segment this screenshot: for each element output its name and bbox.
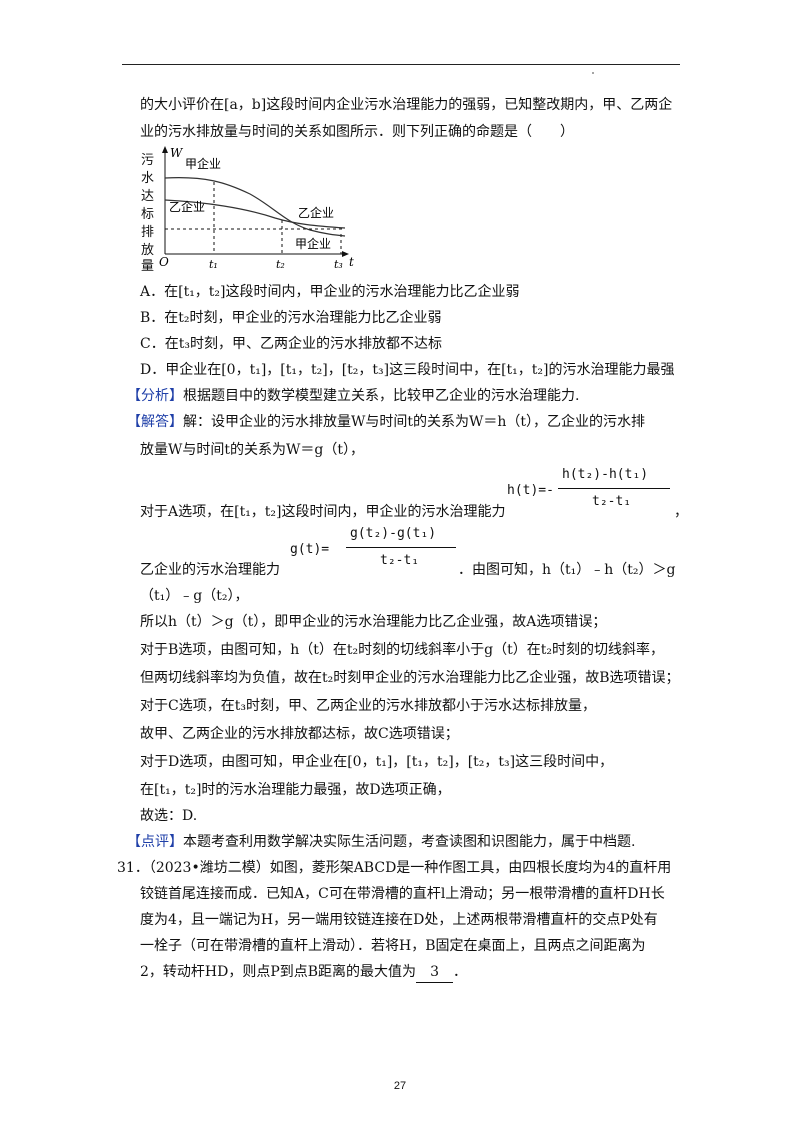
solution-line-5: （t₁）﹣g（t₂），	[140, 588, 249, 604]
formula-g-lhs: g(t)=	[290, 542, 330, 557]
option-b: B．在t₂时刻，甲企业的污水治理能力比乙企业弱	[140, 310, 442, 326]
solution-line-2: 放量W与时间t的关系为W＝g（t），	[140, 442, 364, 458]
formula-h-bar	[558, 488, 670, 489]
solution-line-11: 对于D选项，由图可知，甲企业在[0，t₁]，[t₁，t₂]，[t₂，t₃]这三段…	[140, 754, 614, 770]
q31-line-2: 铰链首尾连接而成．已知A，C可在带滑槽的直杆l上滑动；另一根带滑槽的直杆DH长	[140, 886, 665, 902]
solution-line-6: 所以h（t）＞g（t），即甲企业的污水治理能力比乙企业强，故A选项错误；	[140, 614, 607, 630]
intro-line-1: 的大小评价在[a，b]这段时间内企业污水治理能力的强弱，已知整改期内，甲、乙两企	[140, 97, 673, 113]
solution-line-3-end: ，	[674, 504, 688, 520]
solution-line-1: 【解答】解：设甲企业的污水排放量W与时间t的关系为W＝h（t），乙企业的污水排	[127, 412, 645, 432]
solution-line-8: 但两切线斜率均为负值，故在t₂时刻甲企业的污水治理能力比乙企业强，故B选项错误；	[140, 670, 680, 686]
y-axis-label: W	[170, 146, 184, 160]
curve-yi	[164, 199, 346, 229]
y-desc-char-1: 水	[141, 171, 154, 186]
analysis-text: 根据题目中的数学模型建立关系，比较甲乙企业的污水治理能力.	[183, 388, 580, 404]
solution-line-7: 对于B选项，由图可知，h（t）在t₂时刻的切线斜率小于g（t）在t₂时刻的切线斜…	[140, 642, 664, 658]
solution-line-12: 在[t₁，t₂]时的污水治理能力最强，故D选项正确，	[140, 782, 451, 798]
option-c: C．在t₃时刻，甲、乙两企业的污水排放都不达标	[140, 336, 442, 352]
formula-g-bar	[346, 547, 456, 548]
q31-line-5-text: 2，转动杆HD，则点P到点B距离的最大值为	[140, 964, 417, 980]
q31-line-3: 度为4，且一端记为H，另一端用铰链连接在D处，上述两根带滑槽直杆的交点P处有	[140, 912, 658, 928]
y-desc-char-4: 排	[141, 225, 154, 240]
q31-line-5: 2，转动杆HD，则点P到点B距离的最大值为 3 ．	[140, 962, 467, 983]
formula-g-denominator: t₂-t₁	[380, 553, 420, 568]
analysis-tag: 【分析】	[127, 388, 183, 404]
comment-text: 本题考查利用数学解决实际生活问题，考查读图和识图能力，属于中档题.	[183, 834, 636, 850]
option-a: A．在[t₁，t₂]这段时间内，甲企业的污水治理能力比乙企业弱	[140, 284, 520, 300]
q31-line-4: 一栓子（可在带滑槽的直杆上滑动）．若将H，B固定在桌面上，且两点之间距离为	[140, 938, 646, 954]
y-desc-char-3: 标	[141, 207, 154, 222]
origin-label: O	[159, 255, 169, 269]
solution-text-1: 解：设甲企业的污水排放量W与时间t的关系为W＝h（t），乙企业的污水排	[183, 414, 646, 430]
page-number: 27	[393, 1080, 407, 1092]
q31-line-5-end: ．	[452, 964, 467, 980]
y-desc-char-6: 量	[141, 259, 154, 272]
tick-t2: t₂	[276, 258, 285, 271]
formula-h-denominator: t₂-t₁	[592, 494, 632, 509]
x-axis-label: t	[349, 255, 354, 269]
label-yi: 乙企业	[169, 199, 205, 214]
solution-line-3: 对于A选项，在[t₁，t₂]这段时间内，甲企业的污水治理能力	[140, 504, 506, 520]
analysis: 【分析】根据题目中的数学模型建立关系，比较甲乙企业的污水治理能力.	[127, 386, 579, 406]
q31-line-1: 31．（2023•潍坊二模）如图，菱形架ABCD是一种作图工具，由四根长度均为4…	[117, 860, 672, 876]
option-d: D．甲企业在[0，t₁]，[t₁，t₂]，[t₂，t₃]这三段时间中，在[t₁，…	[140, 362, 675, 378]
y-desc-char-5: 放	[141, 243, 154, 258]
solution-line-9: 对于C选项，在t₃时刻，甲、乙两企业的污水排放都小于污水达标排放量，	[140, 698, 596, 714]
label-jia: 甲企业	[185, 156, 221, 171]
comment: 【点评】本题考查利用数学解决实际生活问题，考查读图和识图能力，属于中档题.	[127, 832, 635, 852]
header-dot	[592, 72, 594, 74]
y-description: 污 水 达 标 排 放 量	[141, 153, 154, 272]
y-desc-char-2: 达	[141, 189, 154, 204]
formula-h-lhs: h(t)=-	[507, 483, 554, 498]
solution-line-13: 故选：D.	[140, 808, 198, 824]
solution-line-4: 乙企业的污水治理能力	[140, 562, 280, 578]
pollution-figure: 污 水 达 标 排 放 量 W O t t₁ t₂ t₃ 甲企业 乙企业 乙企业…	[141, 146, 354, 272]
intro-line-2: 业的污水排放量与时间的关系如图所示．则下列正确的命题是（ ）	[140, 124, 574, 140]
y-axis-arrow	[162, 146, 168, 153]
curve-jia	[164, 177, 346, 237]
formula-h-numerator: h(t₂)-h(t₁)	[562, 467, 649, 482]
label-jia-right: 甲企业	[295, 236, 331, 251]
q31-answer: 3	[416, 962, 453, 983]
header-rule	[122, 64, 680, 65]
solution-line-4-end: ．由图可知，h（t₁）﹣h（t₂）＞g	[458, 562, 676, 578]
comment-tag: 【点评】	[127, 834, 183, 850]
y-desc-char-0: 污	[141, 153, 154, 168]
solution-line-10: 故甲、乙两企业的污水排放都达标，故C选项错误；	[140, 726, 459, 742]
label-yi-right: 乙企业	[298, 205, 334, 220]
tick-t3: t₃	[334, 258, 343, 271]
x-axis-arrow	[342, 251, 349, 257]
formula-g-numerator: g(t₂)-g(t₁)	[350, 526, 437, 541]
solution-tag: 【解答】	[127, 414, 183, 430]
tick-t1: t₁	[209, 258, 218, 271]
